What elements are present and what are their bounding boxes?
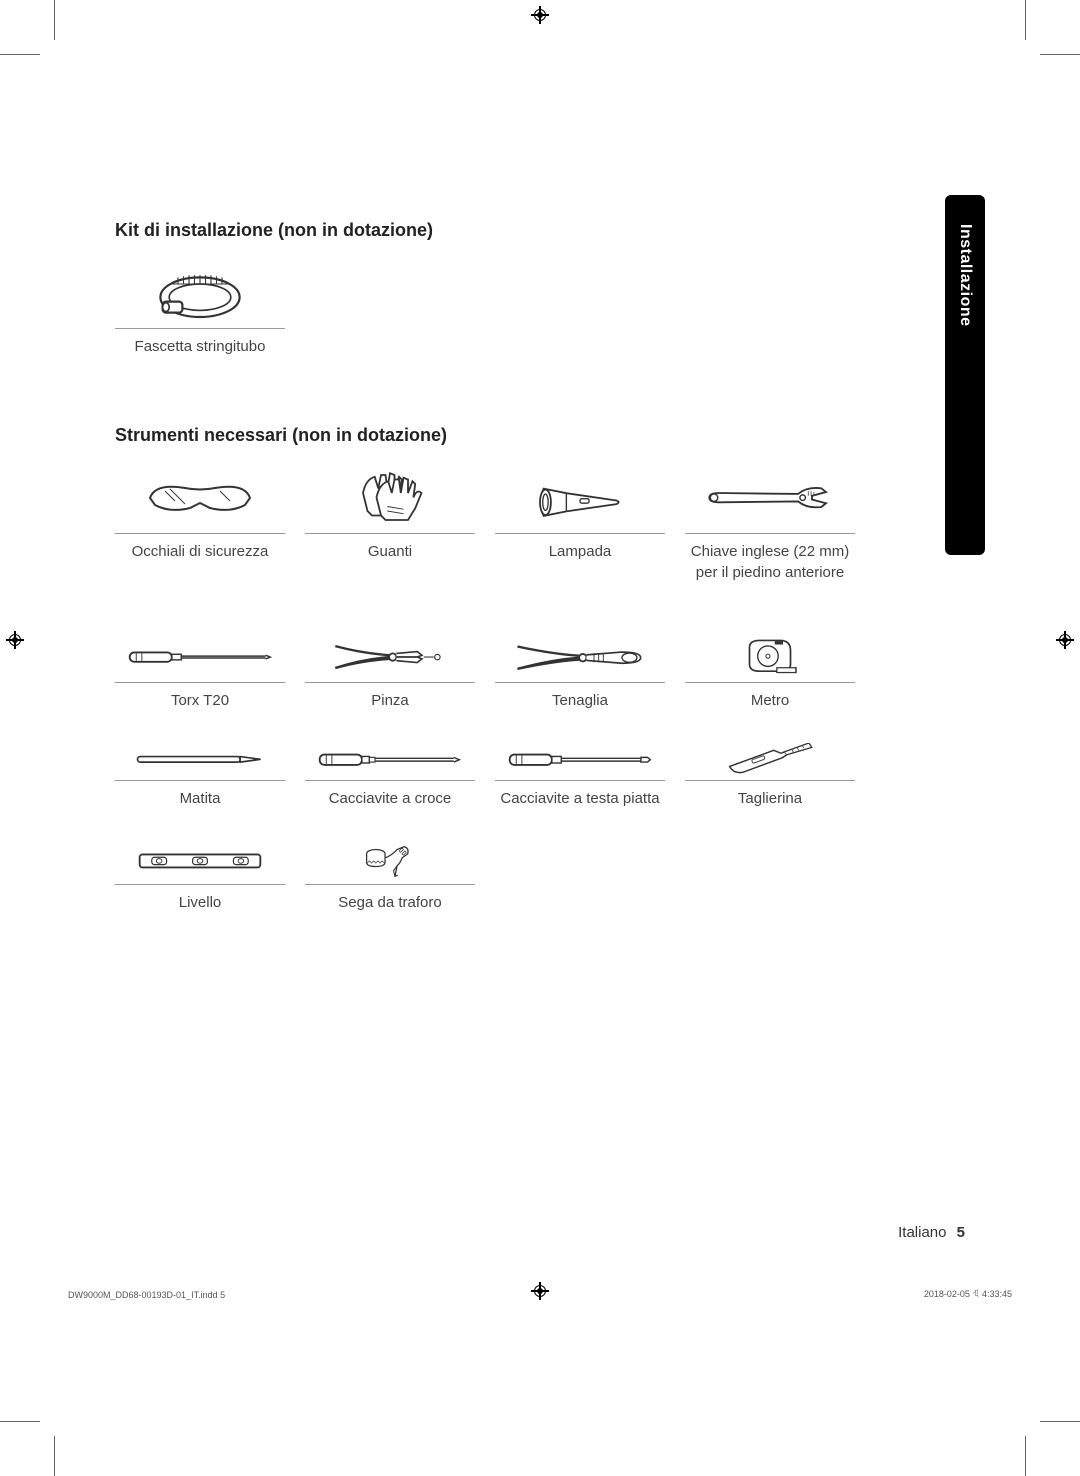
tool-item: Occhiali di sicurezza bbox=[115, 462, 285, 583]
kit-item: Fascetta stringitubo bbox=[115, 257, 285, 357]
pliers-icon bbox=[495, 633, 665, 683]
tool-item: Cacciavite a testa piatta bbox=[495, 739, 665, 809]
tool-item: Matita bbox=[115, 739, 285, 809]
pencil-icon bbox=[115, 739, 285, 781]
cutter-icon bbox=[685, 739, 855, 781]
tool-item: Guanti bbox=[305, 462, 475, 583]
kit-section-title: Kit di installazione (non in dotazione) bbox=[115, 220, 965, 241]
tool-item: Livello bbox=[115, 837, 285, 913]
item-label: Cacciavite a croce bbox=[305, 789, 475, 809]
item-label: Sega da traforo bbox=[305, 893, 475, 913]
item-label: Tenaglia bbox=[495, 691, 665, 711]
footer-timestamp: 2018-02-05 ꂁ 4:33:45 bbox=[924, 1288, 1012, 1300]
wire-cutters-icon bbox=[305, 633, 475, 683]
torx-icon bbox=[115, 633, 285, 683]
phillips-icon bbox=[305, 739, 475, 781]
tool-item: Torx T20 bbox=[115, 633, 285, 711]
item-label: Fascetta stringitubo bbox=[115, 337, 285, 357]
tool-item: Tenaglia bbox=[495, 633, 665, 711]
holesaw-icon bbox=[305, 837, 475, 885]
item-label: Metro bbox=[685, 691, 855, 711]
item-label: Guanti bbox=[305, 542, 475, 562]
gloves-icon bbox=[305, 462, 475, 534]
item-label: Lampada bbox=[495, 542, 665, 562]
page-content: Kit di installazione (non in dotazione) bbox=[115, 220, 965, 942]
tool-item: Cacciavite a croce bbox=[305, 739, 475, 809]
safety-glasses-icon bbox=[115, 462, 285, 534]
tape-measure-icon bbox=[685, 633, 855, 683]
tool-item: Metro bbox=[685, 633, 855, 711]
item-label: Cacciavite a testa piatta bbox=[495, 789, 665, 809]
wrench-icon bbox=[685, 462, 855, 534]
footer-page-number: 5 bbox=[957, 1224, 965, 1241]
item-label: Occhiali di sicurezza bbox=[115, 542, 285, 562]
level-icon bbox=[115, 837, 285, 885]
tool-item: Pinza bbox=[305, 633, 475, 711]
item-label: Torx T20 bbox=[115, 691, 285, 711]
tool-item: Taglierina bbox=[685, 739, 855, 809]
page-footer-right: Italiano 5 bbox=[898, 1224, 965, 1241]
tool-item: Sega da traforo bbox=[305, 837, 475, 913]
flashlight-icon bbox=[495, 462, 665, 534]
hose-clamp-icon bbox=[115, 257, 285, 329]
tool-item: Chiave inglese (22 mm) per il piedino an… bbox=[685, 462, 855, 583]
tool-item: Lampada bbox=[495, 462, 665, 583]
tools-section-title: Strumenti necessari (non in dotazione) bbox=[115, 425, 965, 446]
footer-indd: DW9000M_DD68-00193D-01_IT.indd 5 bbox=[68, 1290, 225, 1300]
item-label: Chiave inglese (22 mm) per il piedino an… bbox=[685, 542, 855, 583]
flathead-icon bbox=[495, 739, 665, 781]
footer-language: Italiano bbox=[898, 1224, 946, 1241]
item-label: Livello bbox=[115, 893, 285, 913]
item-label: Matita bbox=[115, 789, 285, 809]
item-label: Pinza bbox=[305, 691, 475, 711]
item-label: Taglierina bbox=[685, 789, 855, 809]
